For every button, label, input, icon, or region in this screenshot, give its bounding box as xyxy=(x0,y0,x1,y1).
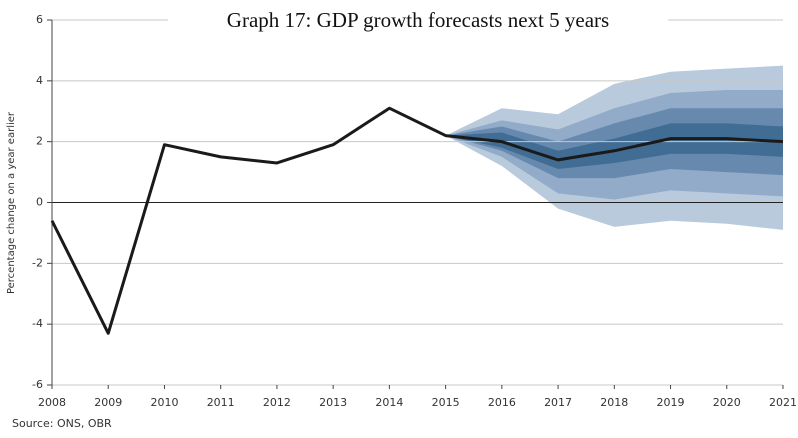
y-tick-label: 4 xyxy=(36,74,43,87)
x-tick-label: 2012 xyxy=(263,396,291,409)
x-tick-label: 2011 xyxy=(207,396,235,409)
y-tick-label: -6 xyxy=(32,378,43,391)
y-tick-label: -4 xyxy=(32,317,43,330)
x-tick-label: 2016 xyxy=(488,396,516,409)
x-tick-label: 2015 xyxy=(432,396,460,409)
y-tick-label: 0 xyxy=(36,196,43,209)
y-tick-label: -2 xyxy=(32,256,43,269)
x-tick-label: 2010 xyxy=(150,396,178,409)
gdp-line xyxy=(50,106,784,335)
title-background xyxy=(168,6,668,36)
x-tick-label: 2014 xyxy=(375,396,403,409)
x-tick-label: 2013 xyxy=(319,396,347,409)
source-note: Source: ONS, OBR xyxy=(12,417,112,430)
x-tick-label: 2018 xyxy=(600,396,628,409)
y-tick-label: 2 xyxy=(36,135,43,148)
y-tick-label: 6 xyxy=(36,13,43,26)
chart-title: Graph 17: GDP growth forecasts next 5 ye… xyxy=(227,8,609,32)
y-axis-label: Percentage change on a year earlier xyxy=(6,111,17,294)
x-tick-label: 2020 xyxy=(713,396,741,409)
x-tick-label: 2019 xyxy=(657,396,685,409)
fan-band xyxy=(445,123,783,170)
x-tick-label: 2017 xyxy=(544,396,572,409)
x-tick-label: 2021 xyxy=(769,396,797,409)
x-tick-label: 2008 xyxy=(38,396,66,409)
x-tick-label: 2009 xyxy=(94,396,122,409)
